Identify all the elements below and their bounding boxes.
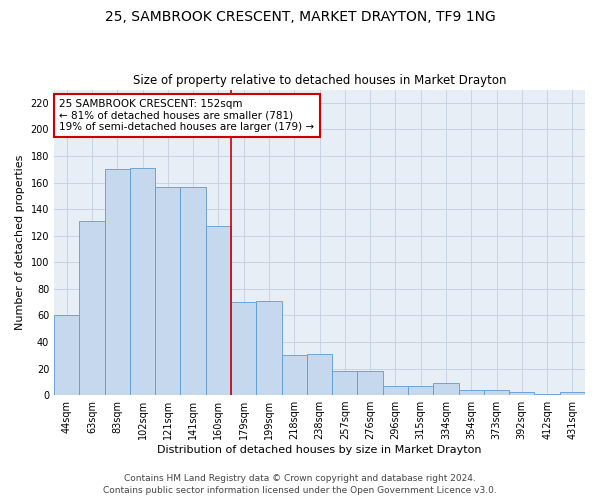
X-axis label: Distribution of detached houses by size in Market Drayton: Distribution of detached houses by size … — [157, 445, 482, 455]
Bar — [256, 301, 281, 395]
Bar — [104, 170, 130, 395]
Text: 25, SAMBROOK CRESCENT, MARKET DRAYTON, TF9 1NG: 25, SAMBROOK CRESCENT, MARKET DRAYTON, T… — [104, 10, 496, 24]
Bar — [560, 392, 585, 395]
Bar — [458, 390, 484, 395]
Bar — [484, 390, 509, 395]
Bar — [383, 386, 408, 395]
Bar — [358, 371, 383, 395]
Bar — [79, 221, 104, 395]
Text: 25 SAMBROOK CRESCENT: 152sqm
← 81% of detached houses are smaller (781)
19% of s: 25 SAMBROOK CRESCENT: 152sqm ← 81% of de… — [59, 98, 314, 132]
Bar — [332, 371, 358, 395]
Bar — [181, 186, 206, 395]
Bar — [231, 302, 256, 395]
Bar — [509, 392, 535, 395]
Bar — [281, 355, 307, 395]
Bar — [54, 316, 79, 395]
Bar — [307, 354, 332, 395]
Bar — [433, 383, 458, 395]
Y-axis label: Number of detached properties: Number of detached properties — [15, 154, 25, 330]
Bar — [408, 386, 433, 395]
Bar — [535, 394, 560, 395]
Bar — [130, 168, 155, 395]
Title: Size of property relative to detached houses in Market Drayton: Size of property relative to detached ho… — [133, 74, 506, 87]
Text: Contains HM Land Registry data © Crown copyright and database right 2024.
Contai: Contains HM Land Registry data © Crown c… — [103, 474, 497, 495]
Bar — [206, 226, 231, 395]
Bar — [155, 186, 181, 395]
